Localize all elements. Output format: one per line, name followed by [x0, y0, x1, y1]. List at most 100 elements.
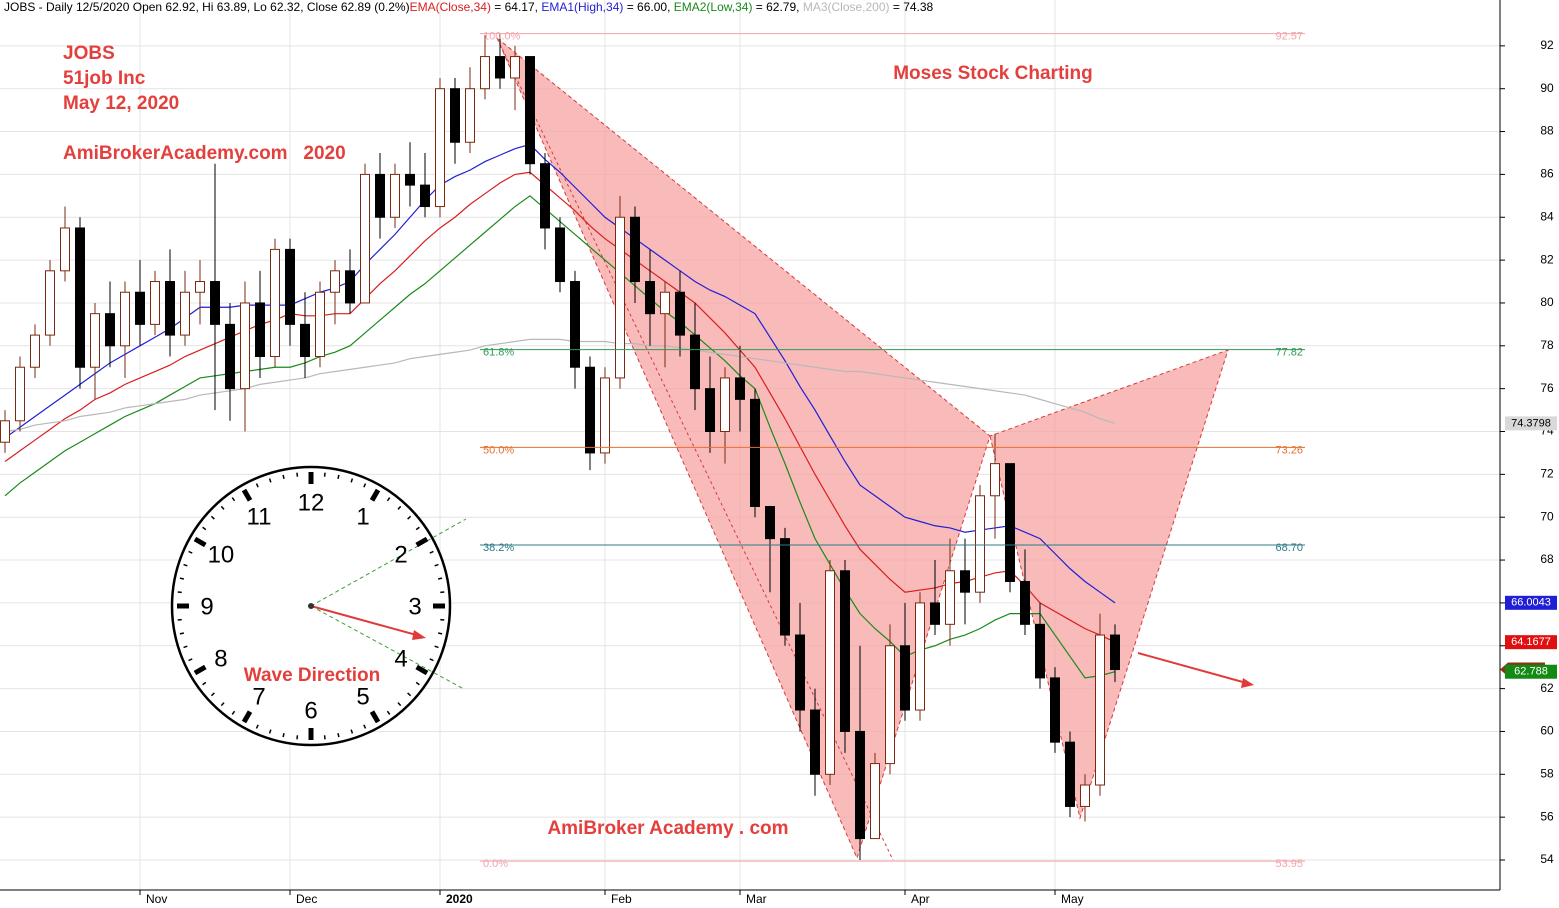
- candle-body: [75, 227, 85, 368]
- clock-tick: [434, 645, 439, 649]
- ma-line: [4, 171, 1116, 643]
- price-tag: [1505, 416, 1557, 431]
- y-tick-label: 88: [1540, 124, 1554, 138]
- clock-tick: [255, 483, 259, 488]
- y-tick-label: 58: [1540, 766, 1554, 780]
- direction-arrow: [1137, 652, 1251, 685]
- candle-body: [810, 709, 820, 775]
- legend-value: = 64.17,: [491, 0, 541, 14]
- candle-body: [900, 645, 910, 711]
- candle-body: [870, 763, 880, 840]
- y-tick-label: 60: [1540, 724, 1554, 738]
- candle-body: [165, 281, 175, 336]
- clock-tick: [179, 577, 184, 580]
- candle-body: [180, 291, 190, 336]
- clock-tick: [415, 526, 420, 531]
- candle-body: [135, 291, 145, 325]
- clock-tick: [282, 474, 285, 479]
- clock-tick: [386, 710, 391, 715]
- candle-body: [1005, 463, 1015, 582]
- clock-tick: [179, 632, 184, 635]
- candle-body: [720, 377, 730, 433]
- candle-body: [360, 173, 370, 304]
- candle-body: [1095, 634, 1105, 786]
- annotation: 51job Inc: [63, 68, 146, 89]
- candle-body: [1050, 677, 1060, 743]
- candle-body: [1080, 784, 1090, 807]
- candle-body: [150, 281, 160, 325]
- candle-body: [90, 313, 100, 368]
- clock-tick: [188, 658, 193, 662]
- candle-body: [855, 730, 865, 840]
- candle-body: [285, 248, 295, 325]
- candle-body: [345, 270, 355, 304]
- candle-body: [555, 227, 565, 283]
- wave-bound: [310, 605, 463, 689]
- candle-body: [705, 388, 715, 433]
- clock-tick: [255, 724, 259, 729]
- clock-tick: [193, 664, 207, 676]
- clock-tick: [438, 632, 443, 635]
- clock-numeral: 5: [356, 683, 369, 710]
- clock-tick: [363, 724, 367, 729]
- candle-body: [420, 184, 430, 208]
- candle-body: [255, 302, 265, 358]
- y-tick-label: 78: [1540, 338, 1554, 352]
- candle-body: [675, 291, 685, 336]
- y-tick-label: 56: [1540, 809, 1554, 823]
- candle-body: [30, 334, 40, 368]
- candle-body: [195, 281, 205, 293]
- candle-body: [495, 56, 505, 79]
- y-tick-label: 82: [1540, 252, 1554, 266]
- clock-tick: [202, 526, 207, 531]
- candle-body: [585, 366, 595, 454]
- data: [0, 32, 1120, 861]
- clock-numeral: 11: [247, 503, 272, 530]
- candle-body: [945, 570, 955, 625]
- legend-value: = 62.79,: [752, 0, 802, 14]
- candle-body: [120, 291, 130, 347]
- candle-body: [240, 302, 250, 390]
- clock-tick: [415, 664, 429, 676]
- clock-numeral: 1: [356, 503, 369, 530]
- annotation: AmiBrokerAcademy.com 2020: [63, 143, 346, 164]
- candle-body: [510, 56, 520, 79]
- y-tick-label: 86: [1540, 167, 1554, 181]
- clock-tick: [268, 478, 272, 483]
- candle-body: [390, 173, 400, 218]
- candle-body: [840, 570, 850, 732]
- candle-body: [525, 56, 535, 165]
- candle-body: [210, 281, 220, 325]
- fib: 100.0% 92.57 61.8% 77.82 50.0% 73.26 38.2% 68.7…: [480, 31, 1305, 870]
- clock-tick: [369, 488, 381, 502]
- clock-tick: [429, 658, 434, 662]
- x-tick-label: Apr: [911, 892, 930, 906]
- candle-body: [750, 398, 760, 507]
- annotation: Moses Stock Charting: [893, 63, 1093, 84]
- clock-tick: [386, 497, 391, 502]
- clock-tick: [241, 488, 253, 502]
- candle-body: [600, 377, 610, 454]
- clock-tick: [363, 483, 367, 488]
- legend-name: EMA(Close,34): [410, 0, 491, 14]
- candle-body: [15, 366, 25, 422]
- arrow-head: [1241, 678, 1254, 688]
- y-tick-label: 68: [1540, 552, 1554, 566]
- clock-hand: [310, 605, 421, 637]
- clock-tick: [337, 733, 340, 738]
- x-tick-label: Feb: [611, 892, 632, 906]
- clock-tick: [183, 563, 188, 567]
- clock-tick: [241, 710, 253, 724]
- fib-value: 73.26: [1275, 444, 1303, 456]
- candle-body: [435, 88, 445, 208]
- clock-tick: [429, 550, 434, 554]
- header: JOBS - Daily 12/5/2020 Open 62.92, Hi 63…: [4, 0, 934, 14]
- candle-body: [1065, 741, 1075, 807]
- candle-body: [1110, 634, 1120, 671]
- y-tick-label: 62: [1540, 681, 1554, 695]
- candle-body: [960, 570, 970, 593]
- clock-tick: [231, 497, 236, 502]
- clock-tick: [210, 692, 215, 697]
- fib-value: 77.82: [1275, 347, 1303, 359]
